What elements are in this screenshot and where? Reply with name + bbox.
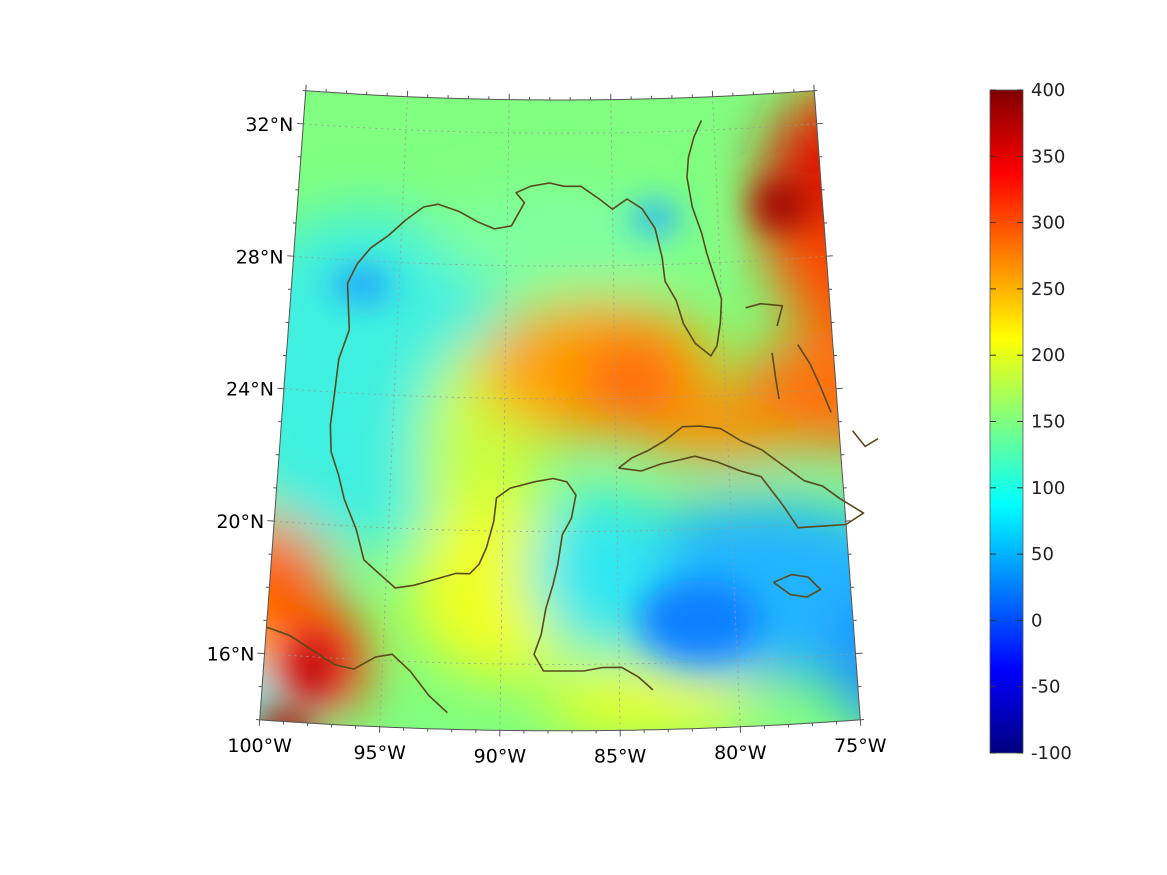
coastline-segment xyxy=(618,425,865,529)
colorbar-tick-label: -50 xyxy=(1031,677,1060,698)
coastline-segment xyxy=(745,302,784,327)
latitude-label: 28°N xyxy=(236,246,284,268)
frame-tick xyxy=(267,520,275,522)
latitude-label: 24°N xyxy=(226,379,274,401)
heatmap-field xyxy=(259,90,861,731)
coastline-segment xyxy=(771,352,780,400)
colorbar-tick-label: 250 xyxy=(1031,279,1065,300)
parallel-line xyxy=(293,255,827,267)
map-frame xyxy=(259,90,861,732)
colorbar-tick-label: 150 xyxy=(1031,412,1065,433)
frame-ticks xyxy=(256,84,864,737)
longitude-label: 100°W xyxy=(227,735,292,757)
colorbar: 400 350 300 250 200 150 100 50 0 -50 -100 xyxy=(989,80,1072,764)
parallel-line xyxy=(264,653,856,665)
longitude-label: 90°W xyxy=(474,745,527,767)
coastline xyxy=(266,120,879,714)
colorbar-tick-label: 350 xyxy=(1031,146,1065,167)
latitude-label: 32°N xyxy=(245,114,293,136)
colorbar-tick-label: -100 xyxy=(1031,743,1072,764)
longitude-label: 85°W xyxy=(594,745,647,767)
colorbar-ticks: 400 350 300 250 200 150 100 50 0 -50 -100 xyxy=(990,80,1072,764)
colorbar-tick-label: 200 xyxy=(1031,345,1065,366)
frame-tick xyxy=(855,652,863,655)
frame-tick xyxy=(845,520,853,522)
coastline-segment xyxy=(266,626,448,714)
colorbar-tick-label: 100 xyxy=(1031,478,1065,499)
longitude-label: 75°W xyxy=(834,735,887,757)
coastline-segment xyxy=(346,120,723,357)
latitude-label: 20°N xyxy=(216,511,264,533)
coastline-segment xyxy=(329,329,654,691)
coastline-segment xyxy=(773,573,822,598)
longitude-labels: 100°W 95°W 90°W 85°W 80°W 75°W xyxy=(227,735,886,768)
colorbar-tick-label: 50 xyxy=(1031,544,1054,565)
parallel-line xyxy=(303,123,817,134)
parallel-line xyxy=(283,388,837,400)
colorbar-tick-label: 0 xyxy=(1031,610,1042,631)
coastline-segment xyxy=(797,344,832,413)
colorbar-tick-label: 300 xyxy=(1031,213,1065,234)
latitude-label: 16°N xyxy=(207,644,255,666)
latitude-labels: 32°N 28°N 24°N 20°N 16°N xyxy=(207,114,294,666)
frame-tick xyxy=(257,652,265,655)
graticule xyxy=(259,90,861,731)
coastline-segment xyxy=(851,430,879,448)
longitude-label: 80°W xyxy=(714,742,767,764)
colorbar-tick-label: 400 xyxy=(1031,80,1065,101)
longitude-label: 95°W xyxy=(353,742,406,764)
